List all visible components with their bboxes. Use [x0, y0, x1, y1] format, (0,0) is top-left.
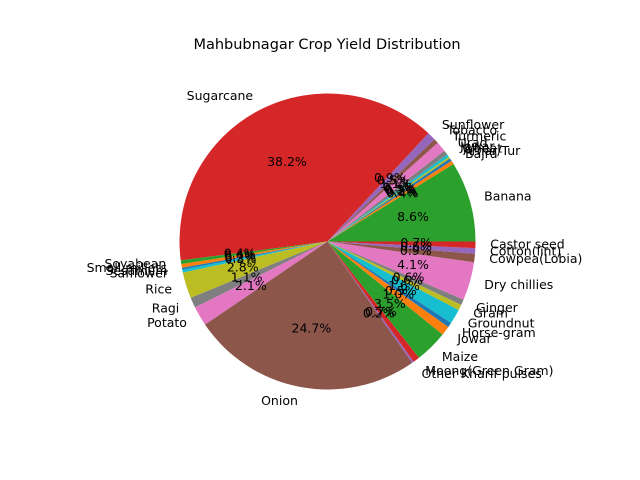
pie-slice-turmeric-6 [327, 142, 445, 242]
slice-label-dry-chillies-26: Dry chillies [484, 277, 553, 292]
slice-percent-jowar-21: 1.0% [382, 287, 414, 302]
slice-percent-sunflower-8: 0.9% [374, 170, 406, 185]
pie-slice-wheat-3 [327, 156, 450, 242]
pie-slice-cotton-lint-28 [327, 241, 476, 254]
slice-label-other-kharif-pulses-18: Other Kharif pulses [421, 366, 541, 381]
slice-label-gram-24: Gram [473, 306, 508, 321]
pie-slice-jowar-4 [327, 154, 449, 242]
slice-label-tobacco-7: Tobacco [446, 122, 497, 137]
slice-label-ragi-15: Ragi [152, 300, 179, 315]
pie-slice-tobacco-7 [327, 139, 438, 242]
pie-slice-potato-16 [194, 241, 328, 325]
slice-label-cotton-lint-28: Cotton(lint) [490, 243, 561, 258]
slice-label-sugarcane-9: Sugarcane [187, 88, 254, 103]
pie-slice-arhar-tur-2 [327, 158, 452, 242]
slice-label-horse-gram-22: Horse-gram [462, 325, 536, 340]
pie-slice-horse-gram-22 [327, 241, 452, 327]
slice-labels: BananaBajraArhar/TurWheatJowarUradTurmer… [87, 88, 583, 408]
pie-slice-rice-14 [182, 241, 328, 298]
slice-percent-sesamum-12: 0.2% [224, 249, 256, 264]
slice-percent-groundnut-23: 1.6% [388, 278, 420, 293]
slice-label-banana-0: Banana [484, 189, 531, 204]
slice-label-sesamum-12: Sesamum [105, 263, 167, 278]
percent-labels: 8.6%0.4%0.3%0.2%0.3%0.5%1.1%0.5%0.9%38.2… [224, 154, 433, 335]
slice-label-castor-seed-29: Castor seed [490, 237, 564, 252]
slice-percent-ragi-15: 1.1% [231, 270, 263, 285]
slice-label-turmeric-6: Turmeric [451, 129, 506, 144]
pie-slice-groundnut-23 [327, 241, 459, 324]
pie-slice-cowpea-lobia-27 [327, 241, 475, 263]
slice-percent-cowpea-lobia-27: 0.9% [400, 243, 432, 258]
slice-percent-potato-16: 2.1% [235, 278, 267, 293]
pie-slice-small-millets-11 [181, 241, 328, 268]
slice-percent-bajra-1: 0.4% [387, 186, 419, 201]
slice-label-jowar-21: Jowar [456, 331, 492, 346]
slice-percent-jowar-4: 0.3% [384, 182, 416, 197]
pie-slice-sugarcane-9 [179, 93, 429, 261]
pie-slice-sesamum-12 [181, 241, 328, 270]
slice-label-rice-14: Rice [145, 281, 172, 296]
slice-label-ginger-25: Ginger [476, 300, 519, 315]
slice-label-arhar-tur-2: Arhar/Tur [463, 143, 521, 158]
slice-percent-maize-20: 3.5% [374, 296, 406, 311]
slice-percent-safflower-13: 0.3% [225, 251, 257, 266]
slice-percent-gram-24: 0.6% [391, 273, 423, 288]
slice-label-jowar-4: Jowar [459, 139, 495, 154]
pie-slice-dry-chillies-26 [327, 241, 475, 300]
slice-percent-rice-14: 2.8% [227, 259, 259, 274]
slice-label-safflower-13: Safflower [110, 266, 169, 281]
slice-percent-dry-chillies-26: 4.1% [397, 257, 429, 272]
slice-percent-cotton-lint-28: 0.6% [400, 239, 432, 254]
slice-percent-moong-green-gram-19: 0.7% [365, 304, 397, 319]
pie-slice-bajra-1 [327, 160, 454, 242]
slice-label-wheat-3: Wheat [462, 141, 503, 156]
slice-label-maize-20: Maize [442, 349, 478, 364]
pie-slice-banana-0 [327, 163, 476, 242]
slice-percent-soyabean-10: 0.4% [224, 245, 256, 260]
slice-label-potato-16: Potato [147, 315, 187, 330]
pie-slice-ginger-25 [327, 241, 464, 305]
slice-label-bajra-1: Bajra [465, 146, 498, 161]
slice-percent-wheat-3: 0.2% [385, 183, 417, 198]
slice-percent-turmeric-6: 1.1% [380, 176, 412, 191]
slice-label-groundnut-23: Groundnut [468, 316, 535, 331]
slice-label-small-millets-11: Small millets [87, 260, 167, 275]
slice-percent-castor-seed-29: 0.7% [400, 235, 432, 250]
pie-slice-gram-24 [327, 241, 462, 310]
slice-label-urad-5: Urad [458, 135, 488, 150]
slice-percent-other-kharif-pulses-18: 0.2% [363, 306, 395, 321]
pie-slice-ragi-15 [190, 241, 328, 308]
pie-slice-soyabean-10 [180, 241, 328, 265]
slice-percent-onion-17: 24.7% [292, 320, 332, 335]
slice-label-onion-17: Onion [261, 393, 298, 408]
slice-label-moong-green-gram-19: Moong(Green Gram) [425, 363, 553, 378]
slice-percent-banana-0: 8.6% [397, 209, 429, 224]
slice-percent-horse-gram-22: 0.5% [385, 283, 417, 298]
pie-slice-safflower-13 [182, 241, 328, 273]
slice-percent-tobacco-7: 0.5% [377, 173, 409, 188]
pie-slice-maize-20 [327, 241, 443, 358]
slice-percent-small-millets-11: 0.4% [224, 248, 256, 263]
pie-slice-sunflower-8 [327, 133, 435, 242]
pie-slice-onion-17 [205, 241, 413, 390]
slice-percent-urad-5: 0.5% [383, 180, 415, 195]
pie-slice-moong-green-gram-19 [327, 241, 420, 362]
pie-slices [179, 93, 476, 390]
slice-percent-ginger-25: 0.6% [393, 269, 425, 284]
pie-slice-castor-seed-29 [327, 241, 476, 249]
slice-label-sunflower-8: Sunflower [442, 117, 505, 132]
chart-title: Mahbubnagar Crop Yield Distribution [193, 37, 460, 53]
slice-label-soyabean-10: Soyabean [104, 256, 166, 271]
slice-percent-arhar-tur-2: 0.3% [386, 184, 418, 199]
pie-slice-jowar-21 [327, 241, 449, 335]
pie-slice-other-kharif-pulses-18 [327, 241, 414, 363]
slice-percent-sugarcane-9: 38.2% [267, 154, 307, 169]
slice-label-cowpea-lobia-27: Cowpea(Lobia) [489, 251, 582, 266]
pie-slice-urad-5 [327, 150, 448, 242]
